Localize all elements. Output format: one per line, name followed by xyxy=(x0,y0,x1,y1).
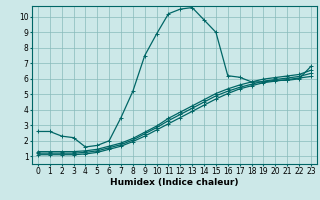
X-axis label: Humidex (Indice chaleur): Humidex (Indice chaleur) xyxy=(110,178,239,187)
